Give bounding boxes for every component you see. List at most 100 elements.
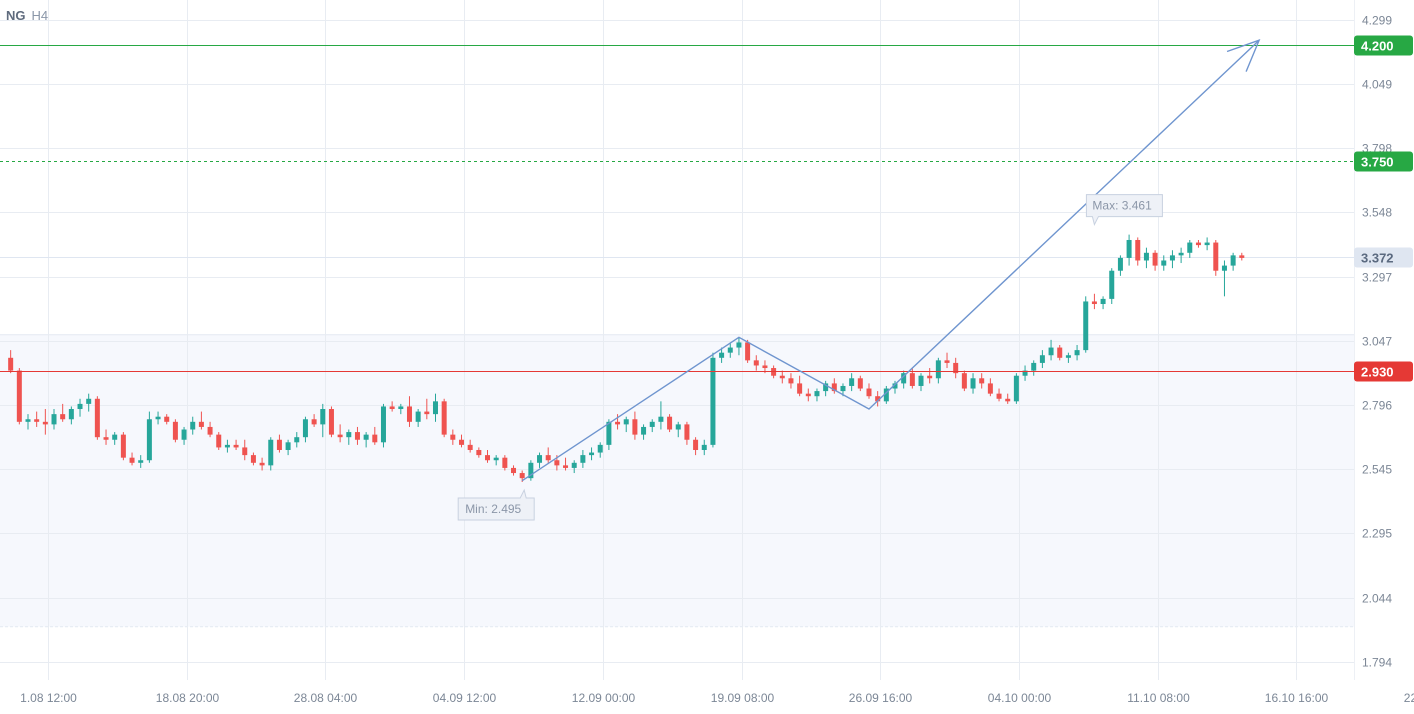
x-tick-label: 12.09 00:00 bbox=[572, 691, 636, 705]
candle-body bbox=[190, 421, 196, 430]
candle-body bbox=[1048, 347, 1054, 356]
min-label: Min: 2.495 bbox=[465, 502, 521, 516]
candle-body bbox=[554, 460, 560, 466]
x-tick-label: 18.08 20:00 bbox=[156, 691, 220, 705]
candle-body bbox=[276, 439, 282, 450]
candle-body bbox=[120, 434, 126, 458]
candle-body bbox=[719, 352, 725, 358]
candle-body bbox=[1135, 239, 1141, 261]
y-tick-label: 2.295 bbox=[1362, 527, 1392, 541]
candle-body bbox=[216, 434, 222, 448]
candle-body bbox=[589, 452, 595, 456]
candle-body bbox=[831, 383, 837, 392]
candle-body bbox=[1204, 242, 1210, 246]
candle-body bbox=[693, 439, 699, 450]
candle-body bbox=[337, 434, 343, 438]
candle-body bbox=[658, 416, 664, 422]
price-level-tag bbox=[1354, 361, 1413, 382]
candle-body bbox=[432, 401, 438, 415]
candle-body bbox=[1213, 242, 1219, 271]
candle-body bbox=[112, 434, 118, 440]
candle-body bbox=[354, 432, 360, 440]
candle-body bbox=[684, 424, 690, 440]
candle-body bbox=[181, 429, 187, 440]
candle-body bbox=[1126, 239, 1132, 258]
candle-body bbox=[1065, 355, 1071, 358]
x-tick-label: 1.08 12:00 bbox=[20, 691, 77, 705]
candle-body bbox=[450, 434, 456, 440]
candle-body bbox=[1109, 270, 1115, 299]
candle-body bbox=[597, 444, 603, 453]
x-tick-label: 04.10 00:00 bbox=[988, 691, 1052, 705]
candle-body bbox=[207, 426, 213, 435]
candle-body bbox=[459, 439, 464, 445]
candle-body bbox=[77, 403, 83, 410]
candle-body bbox=[51, 414, 57, 425]
candle-body bbox=[779, 375, 785, 379]
candle-body bbox=[493, 457, 499, 461]
max-label: Max: 3.461 bbox=[1092, 199, 1152, 213]
y-tick-label: 2.796 bbox=[1362, 399, 1392, 413]
candle-body bbox=[745, 342, 751, 361]
y-tick-label: 1.794 bbox=[1362, 656, 1392, 670]
candle-body bbox=[927, 375, 933, 379]
candle-body bbox=[1057, 347, 1063, 358]
symbol-name: NG bbox=[6, 8, 26, 23]
current-price-label: 3.372 bbox=[1361, 251, 1394, 266]
candle-body bbox=[1143, 252, 1149, 261]
candle-body bbox=[623, 419, 629, 425]
candle-body bbox=[1178, 252, 1184, 256]
candle-body bbox=[883, 388, 889, 402]
candle-body bbox=[380, 406, 386, 443]
candle-body bbox=[16, 370, 22, 422]
candle-body bbox=[502, 457, 508, 468]
candle-body bbox=[42, 421, 48, 425]
candle-body bbox=[25, 419, 31, 422]
candle-body bbox=[1117, 257, 1123, 271]
candle-body bbox=[987, 383, 993, 394]
candle-body bbox=[918, 375, 924, 386]
price-level-tag bbox=[1354, 35, 1413, 56]
candle-body bbox=[675, 424, 681, 430]
x-tick-label: 11.10 08:00 bbox=[1127, 691, 1190, 705]
candle-body bbox=[467, 444, 473, 450]
candle-body bbox=[406, 406, 412, 422]
y-tick-label: 3.297 bbox=[1362, 271, 1392, 285]
candle-body bbox=[302, 419, 308, 438]
candle-body bbox=[1195, 242, 1201, 246]
candle-body bbox=[996, 393, 1002, 399]
y-tick-label: 3.047 bbox=[1362, 335, 1392, 349]
candle-body bbox=[797, 383, 803, 394]
candle-body bbox=[34, 419, 40, 422]
candle-body bbox=[753, 360, 759, 366]
candle-body bbox=[328, 409, 334, 435]
candle-body bbox=[1239, 255, 1245, 258]
candle-body bbox=[1091, 301, 1097, 305]
candle-body bbox=[1005, 398, 1011, 402]
candle-body bbox=[545, 455, 551, 461]
candle-body bbox=[68, 409, 74, 420]
price-level-tag bbox=[1354, 151, 1413, 172]
candle-body bbox=[944, 360, 950, 363]
candle-body bbox=[424, 411, 430, 415]
candle-body bbox=[892, 383, 898, 389]
candle-body bbox=[103, 437, 109, 440]
candle-body bbox=[606, 421, 612, 445]
candle-body bbox=[649, 421, 655, 427]
candle-body bbox=[537, 455, 543, 463]
price-level-label: 4.200 bbox=[1361, 39, 1394, 54]
candle-body bbox=[1169, 255, 1175, 261]
x-tick-label: 28.08 04:00 bbox=[294, 691, 358, 705]
candle-body bbox=[632, 419, 638, 435]
shaded-range bbox=[0, 334, 1354, 627]
candle-body bbox=[155, 416, 161, 420]
candle-body bbox=[346, 432, 352, 438]
trend-path bbox=[521, 39, 1260, 482]
candle-body bbox=[268, 439, 274, 466]
candle-body bbox=[571, 462, 577, 468]
candle-body bbox=[8, 357, 14, 371]
candle-body bbox=[909, 373, 915, 386]
candle-body bbox=[389, 406, 395, 410]
